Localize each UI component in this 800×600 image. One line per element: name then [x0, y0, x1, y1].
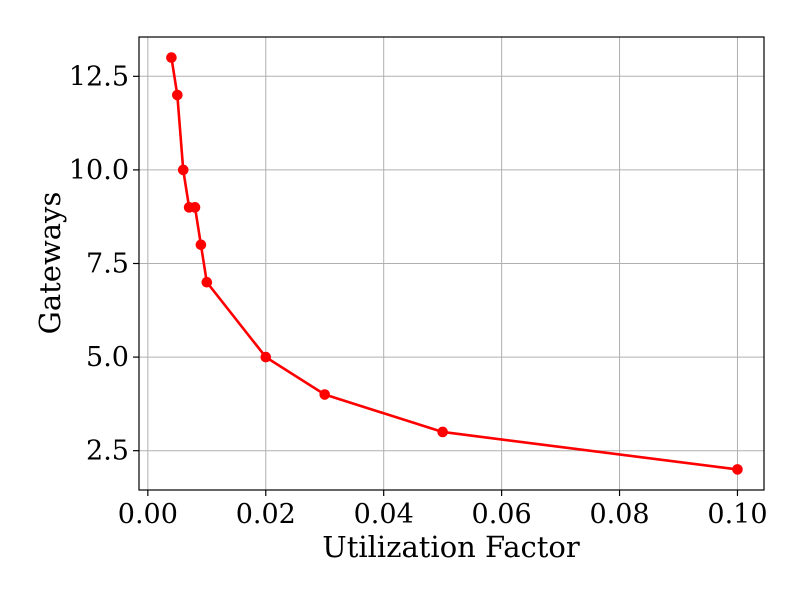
y-tick-label: 2.5: [86, 436, 129, 467]
y-axis-title: Gateways: [33, 192, 67, 335]
x-tick-label: 0.02: [236, 499, 296, 530]
y-tick-label: 7.5: [86, 249, 129, 280]
x-tick-label: 0.08: [589, 499, 649, 530]
data-point: [189, 202, 201, 213]
data-point: [172, 89, 183, 101]
data-point: [166, 52, 177, 63]
data-point: [195, 239, 207, 251]
data-point: [319, 389, 331, 400]
x-tick-label: 0.04: [354, 499, 414, 530]
x-axis-title: Utilization Factor: [322, 530, 580, 564]
series-layer: [166, 52, 743, 475]
data-point: [437, 426, 448, 438]
axis-ticks: 0.00 0.02 0.04 0.06 0.08 0.10 2.5 5.0 7.5 10.0 12.…: [69, 61, 768, 530]
x-tick-label: 0.10: [707, 499, 767, 530]
data-point: [732, 464, 743, 475]
y-tick-label: 5.0: [86, 342, 129, 373]
grid-lines: [139, 37, 764, 490]
x-tick-label: 0.06: [472, 499, 532, 530]
y-tick-label: 10.0: [69, 155, 129, 186]
data-point: [177, 164, 189, 176]
x-tick-label: 0.00: [118, 499, 178, 530]
data-point: [260, 351, 272, 363]
data-point: [201, 276, 213, 288]
y-tick-label: 12.5: [69, 61, 129, 92]
